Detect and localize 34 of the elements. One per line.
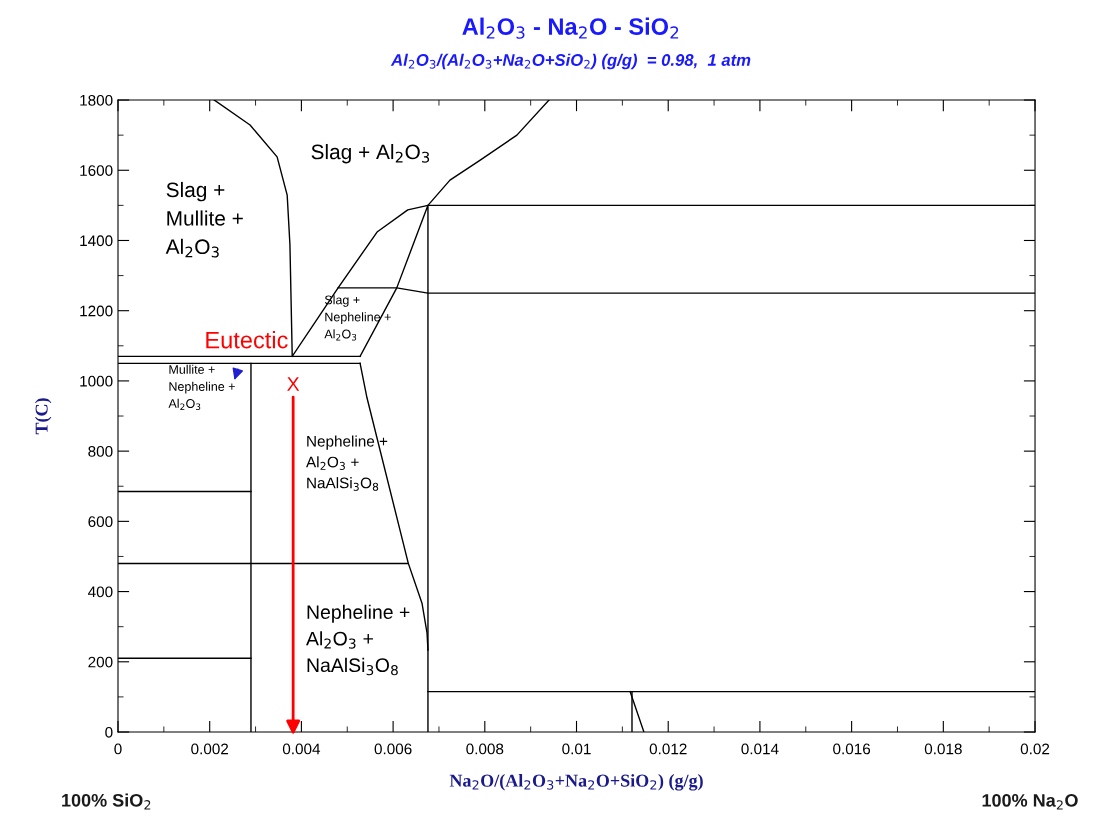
y-tick-label: 1800 [80, 94, 113, 106]
y-tick-label: 800 [88, 446, 113, 457]
x-tick-label: 0.012 [649, 743, 687, 755]
y-tick-label: 1600 [80, 165, 113, 176]
y-tick-label: 1000 [80, 375, 113, 387]
x-tick-label: 0.02 [1020, 743, 1050, 755]
annotation: Slag + Al$_{2}$O$_{3}$ [311, 143, 430, 164]
y-tick-label: 1400 [80, 235, 113, 247]
x-tick-label: 0.008 [466, 743, 504, 755]
y-axis-title: T(C) [35, 398, 52, 435]
annotation: Eutectic [206, 331, 288, 349]
x-tick-label: 0 [114, 743, 122, 755]
y-tick-label: 600 [88, 516, 113, 528]
annotation: X [287, 377, 300, 391]
text: 100% SiO$_{2}$ [62, 793, 151, 810]
y-tick-label: 200 [88, 656, 113, 668]
x-tick-label: 0.01 [562, 743, 591, 755]
x-tick-label: 0.002 [191, 743, 229, 755]
x-tick-label: 0.018 [924, 743, 962, 755]
x-tick-label: 0.014 [741, 743, 779, 755]
text: Nepheline + Al$_{2}$O$_{3}$ + NaAlSi$_{3}$O$_{8}$ [306, 604, 410, 676]
x-tick-label: 0.004 [282, 743, 321, 755]
text: 100% Na$_{2}$O [982, 793, 1078, 810]
chart-title: Al$_{2}$O$_{3}$ - Na$_{2}$O - SiO$_{2}$ [462, 17, 679, 39]
x-tick-label: 0.016 [833, 743, 871, 755]
y-tick-label: 400 [88, 586, 113, 598]
annotation: Mullite + Nepheline + Al$_{2}$O$_{3}$ [168, 364, 235, 411]
y-tick-label: 0 [105, 726, 113, 738]
text: Na$_{2}$O/(Al$_{2}$O$_{3}$+Na$_{2}$O+SiO$_{2}$) (g/g) [449, 774, 703, 791]
x-tick-label: 0.006 [374, 743, 412, 755]
text: Al$_{2}$O$_{3}$/(Al$_{2}$O$_{3}$+Na$_{2}$O+SiO$_{2}$) (g/g) = 0.98, 1 atm [390, 53, 751, 70]
text: Nepheline + Al$_{2}$O$_{3}$ + NaAlSi$_{3}$O$_{8}$ [306, 435, 388, 491]
y-tick-label: 1200 [80, 305, 113, 317]
annotation: Slag + Mullite + Al$_{2}$O$_{3}$ [165, 181, 243, 258]
